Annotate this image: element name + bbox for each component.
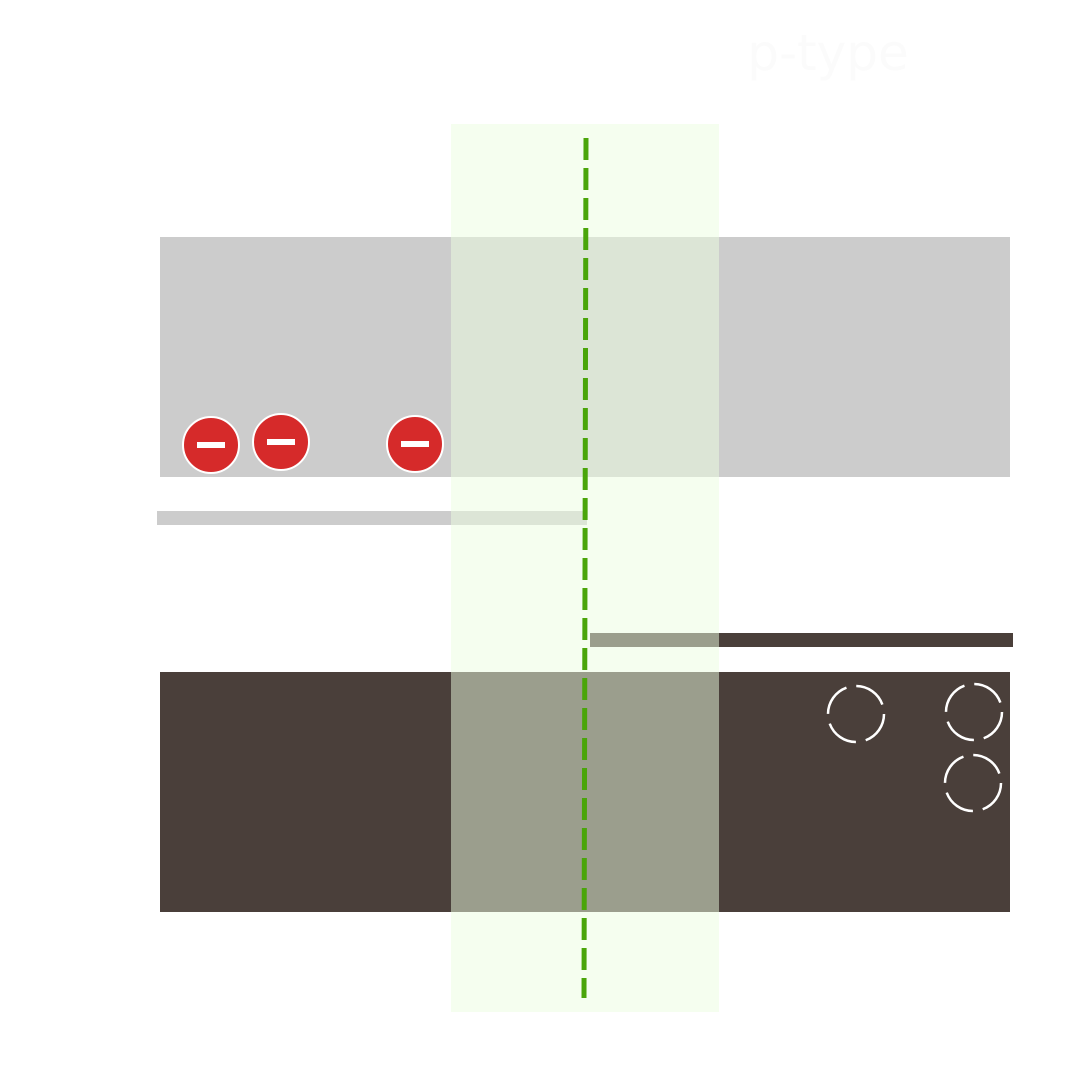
p-type-label: p-type [747, 24, 908, 82]
junction-line [581, 137, 589, 999]
electron [386, 415, 444, 473]
hole [826, 684, 886, 744]
minus-icon [197, 442, 225, 448]
hole [943, 753, 1003, 813]
minus-icon [401, 441, 429, 447]
minus-icon [267, 439, 295, 445]
electron [252, 413, 310, 471]
hole [944, 682, 1004, 742]
electron [182, 416, 240, 474]
